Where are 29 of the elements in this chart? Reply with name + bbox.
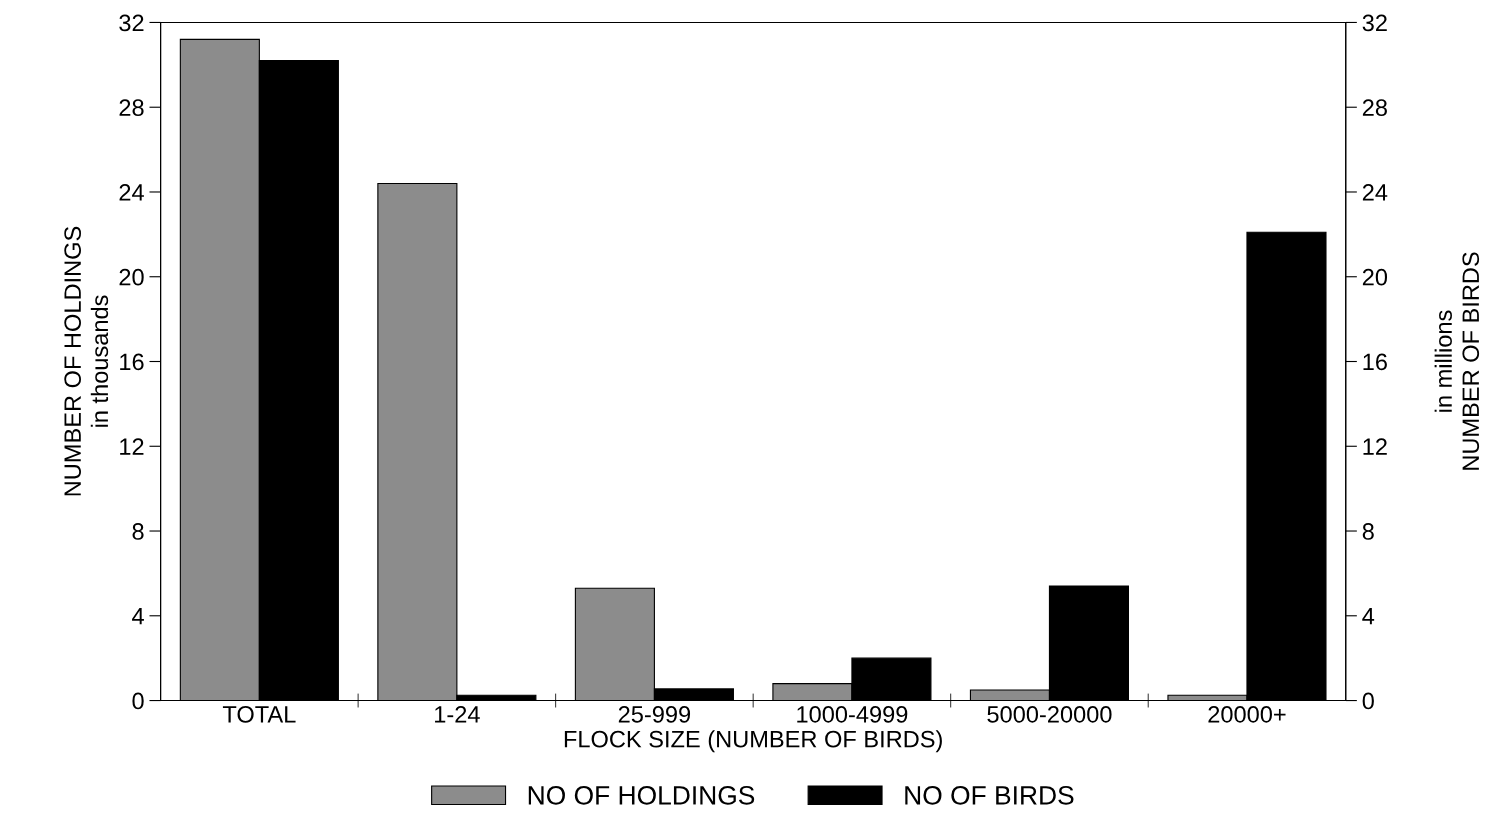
- x-tick-label: TOTAL: [222, 706, 296, 723]
- x-tick-label: 20000+: [1208, 706, 1286, 723]
- y-axis-title: NUMBER OF HOLDINGS in thousands: [64, 226, 109, 496]
- x-tick-label: 1-24: [435, 706, 480, 723]
- y-tick-label: 28: [119, 99, 144, 117]
- x-axis-title: FLOCK SIZE (NUMBER OF BIRDS): [564, 730, 942, 753]
- y2-tick-label: 32: [1362, 14, 1387, 32]
- y2-tick-label: 0: [1362, 692, 1374, 710]
- legend-label: NO OF BIRDS: [905, 786, 1074, 805]
- y-tick-label: 8: [132, 523, 144, 540]
- y-tick-label: 12: [120, 438, 144, 455]
- y-tick-label: 32: [119, 14, 144, 32]
- y2-tick-label: 8: [1362, 523, 1374, 540]
- x-tick-label: 1000-4999: [797, 706, 908, 723]
- y2-tick-label: 4: [1362, 608, 1375, 625]
- y2-tick-label: 12: [1363, 438, 1387, 455]
- y2-axis-title: in millions NUMBER OF BIRDS: [1434, 252, 1480, 470]
- y-tick-label: 16: [120, 353, 144, 371]
- legend-label: NO OF HOLDINGS: [528, 786, 755, 805]
- x-tick-label: 5000-20000: [987, 706, 1112, 723]
- y-tick-label: 20: [119, 268, 144, 286]
- y-tick-label: 0: [132, 692, 144, 710]
- y2-tick-label: 28: [1362, 99, 1387, 117]
- y2-tick-label: 16: [1363, 353, 1387, 371]
- y2-tick-label: 20: [1362, 268, 1388, 286]
- y-tick-label: 4: [132, 608, 144, 625]
- y2-tick-label: 24: [1362, 184, 1388, 201]
- y-tick-label: 24: [119, 184, 144, 201]
- x-tick-label: 25-999: [618, 706, 691, 723]
